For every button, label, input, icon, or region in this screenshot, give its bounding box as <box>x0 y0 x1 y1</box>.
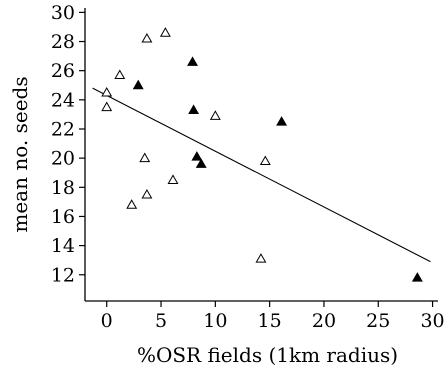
filled-triangle-point <box>411 272 423 282</box>
open-triangle-point <box>255 253 267 263</box>
data-points <box>101 27 423 282</box>
y-tick-label: 22 <box>51 118 75 140</box>
x-tick-label: 0 <box>101 310 113 332</box>
y-tick-label: 24 <box>51 89 75 111</box>
y-tick-label: 30 <box>51 2 75 24</box>
open-triangle-point <box>167 174 179 184</box>
axes <box>84 8 438 302</box>
y-tick-label: 12 <box>51 264 75 286</box>
x-tick-label: 5 <box>155 310 167 332</box>
x-axis-label: %OSR fields (1km radius) <box>137 343 398 367</box>
y-tick-label: 18 <box>51 177 75 199</box>
open-triangle-point <box>101 101 113 112</box>
filled-triangle-point <box>191 151 203 161</box>
fit-line <box>92 87 431 263</box>
x-tick-label: 20 <box>312 310 336 332</box>
x-tick-label: 25 <box>366 310 390 332</box>
filled-triangle-point <box>188 104 200 114</box>
open-triangle-point <box>259 155 271 166</box>
x-tick-label: 15 <box>258 310 282 332</box>
open-triangle-point <box>126 199 138 209</box>
open-triangle-point <box>114 69 126 80</box>
y-tick-label: 20 <box>51 148 75 170</box>
y-tick-label: 14 <box>51 235 75 257</box>
filled-triangle-point <box>132 79 144 90</box>
y-tick-label: 28 <box>51 31 75 53</box>
filled-triangle-point <box>195 158 207 168</box>
filled-triangle-point <box>187 56 198 66</box>
filled-triangle-point <box>276 116 288 126</box>
open-triangle-point <box>141 33 153 43</box>
open-triangle-point <box>101 86 113 97</box>
x-tick-label: 10 <box>203 310 227 332</box>
y-tick-label: 26 <box>51 60 75 82</box>
open-triangle-point <box>159 27 171 37</box>
y-axis-label: mean no. seeds <box>8 76 32 232</box>
x-tick-label: 30 <box>420 310 444 332</box>
y-tick-label: 16 <box>51 206 75 228</box>
open-triangle-point <box>209 110 221 120</box>
open-triangle-point <box>141 188 153 199</box>
ticks: 12 14 16 18 20 22 24 26 28 30 0 5 10 15 20 25 30 <box>51 2 445 332</box>
open-triangle-point <box>139 152 151 163</box>
regression-line <box>92 87 431 263</box>
